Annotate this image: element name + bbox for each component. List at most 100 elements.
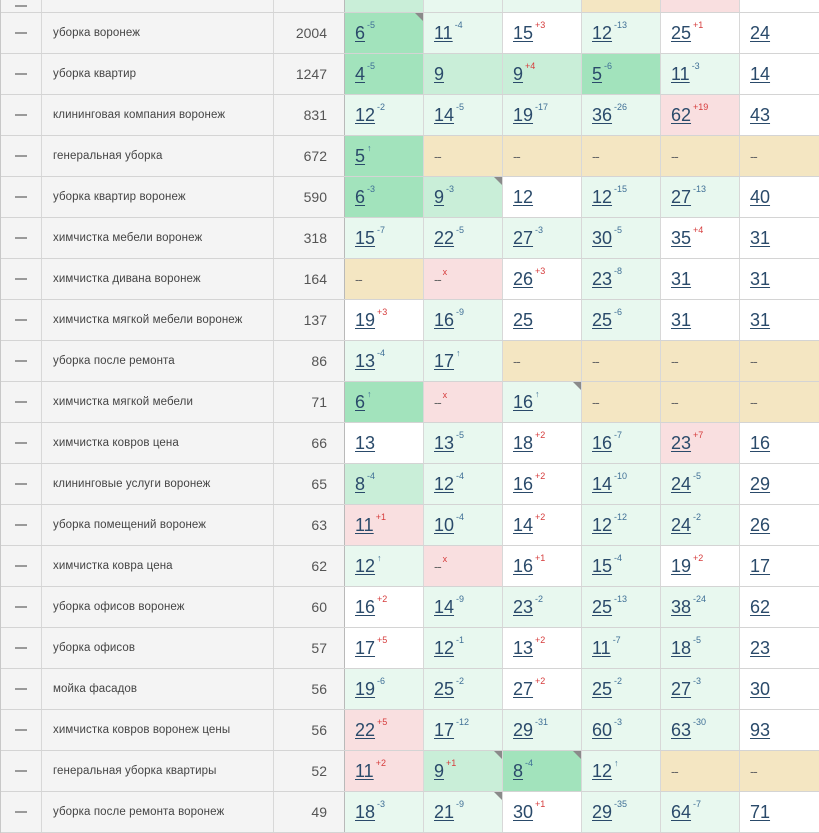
position-link[interactable]: 18 xyxy=(355,801,376,822)
position-link[interactable]: 19 xyxy=(671,555,692,576)
row-collapse-toggle[interactable] xyxy=(1,751,42,791)
position-link[interactable]: 11 xyxy=(671,63,690,84)
row-collapse-toggle[interactable] xyxy=(1,505,42,545)
position-link[interactable]: 35 xyxy=(671,227,692,248)
position-link[interactable]: 13 xyxy=(355,432,376,453)
position-link[interactable]: 30 xyxy=(592,227,613,248)
position-link[interactable]: 36 xyxy=(592,104,613,125)
position-link[interactable]: 43 xyxy=(750,104,771,125)
position-link[interactable]: 16 xyxy=(750,432,771,453)
row-collapse-toggle[interactable] xyxy=(1,300,42,340)
position-link[interactable]: 24 xyxy=(671,473,692,494)
position-link[interactable]: 40 xyxy=(750,186,771,207)
position-link[interactable]: 12 xyxy=(434,473,455,494)
position-link[interactable]: 16 xyxy=(513,555,534,576)
position-link[interactable]: 6 xyxy=(355,22,366,43)
row-collapse-toggle[interactable] xyxy=(1,669,42,709)
position-link[interactable]: 11 xyxy=(355,760,374,781)
position-link[interactable]: 26 xyxy=(513,268,534,289)
position-link[interactable]: 17 xyxy=(355,637,376,658)
position-link[interactable]: 18 xyxy=(671,637,692,658)
row-collapse-toggle[interactable] xyxy=(1,382,42,422)
position-link[interactable]: 62 xyxy=(750,596,771,617)
position-link[interactable]: 15 xyxy=(355,227,376,248)
position-link[interactable]: 27 xyxy=(671,678,692,699)
row-collapse-toggle[interactable] xyxy=(1,423,42,463)
position-link[interactable]: 10 xyxy=(434,514,455,535)
position-link[interactable]: 31 xyxy=(750,268,771,289)
position-link[interactable]: 30 xyxy=(513,801,534,822)
position-link[interactable]: 23 xyxy=(671,432,692,453)
row-collapse-toggle[interactable] xyxy=(1,95,42,135)
position-link[interactable]: 17 xyxy=(434,719,455,740)
position-link[interactable]: 29 xyxy=(750,473,771,494)
position-link[interactable]: 8 xyxy=(355,473,366,494)
position-link[interactable]: 16 xyxy=(434,309,455,330)
position-link[interactable]: 31 xyxy=(750,309,771,330)
position-link[interactable]: 25 xyxy=(592,678,613,699)
position-link[interactable]: 12 xyxy=(592,22,613,43)
position-link[interactable]: 21 xyxy=(434,801,455,822)
position-link[interactable]: 31 xyxy=(671,268,692,289)
position-link[interactable]: 6 xyxy=(355,391,366,412)
position-link[interactable]: 11 xyxy=(592,637,611,658)
position-link[interactable]: 12 xyxy=(355,555,376,576)
position-link[interactable]: 9 xyxy=(434,760,445,781)
position-link[interactable]: 24 xyxy=(750,22,771,43)
position-link[interactable]: 93 xyxy=(750,719,771,740)
position-link[interactable]: 16 xyxy=(592,432,613,453)
position-link[interactable]: 17 xyxy=(434,350,455,371)
row-collapse-toggle[interactable] xyxy=(1,218,42,258)
position-link[interactable]: 12 xyxy=(434,637,455,658)
position-link[interactable]: 19 xyxy=(513,104,534,125)
position-link[interactable]: 14 xyxy=(434,596,455,617)
position-link[interactable]: 63 xyxy=(671,719,692,740)
position-link[interactable]: 26 xyxy=(750,514,771,535)
row-collapse-toggle[interactable] xyxy=(1,546,42,586)
position-link[interactable]: 12 xyxy=(592,760,613,781)
position-link[interactable]: 9 xyxy=(513,63,524,84)
row-collapse-toggle[interactable] xyxy=(1,628,42,668)
position-link[interactable]: 22 xyxy=(355,719,376,740)
position-link[interactable]: 4 xyxy=(355,63,366,84)
position-link[interactable]: 25 xyxy=(434,678,455,699)
position-link[interactable]: 64 xyxy=(671,801,692,822)
row-collapse-toggle[interactable] xyxy=(1,54,42,94)
position-link[interactable]: 6 xyxy=(355,186,366,207)
position-link[interactable]: 30 xyxy=(750,678,771,699)
position-link[interactable]: 12 xyxy=(592,186,613,207)
row-collapse-toggle[interactable] xyxy=(1,341,42,381)
row-collapse-toggle[interactable] xyxy=(1,136,42,176)
position-link[interactable]: 27 xyxy=(513,678,534,699)
row-collapse-toggle[interactable] xyxy=(1,792,42,832)
position-link[interactable]: 9 xyxy=(434,63,445,84)
position-link[interactable]: 11 xyxy=(355,514,374,535)
position-link[interactable]: 5 xyxy=(592,63,603,84)
position-link[interactable]: 18 xyxy=(513,432,534,453)
position-link[interactable]: 12 xyxy=(513,186,534,207)
position-link[interactable]: 5 xyxy=(355,145,366,166)
position-link[interactable]: 13 xyxy=(434,432,455,453)
position-link[interactable]: 62 xyxy=(671,104,692,125)
position-link[interactable]: 23 xyxy=(592,268,613,289)
position-link[interactable]: 24 xyxy=(671,514,692,535)
position-link[interactable]: 17 xyxy=(750,555,771,576)
position-link[interactable]: 14 xyxy=(513,514,534,535)
position-link[interactable]: 14 xyxy=(592,473,613,494)
position-link[interactable]: 25 xyxy=(592,596,613,617)
position-link[interactable]: 14 xyxy=(434,104,455,125)
position-link[interactable]: 29 xyxy=(592,801,613,822)
position-link[interactable]: 19 xyxy=(355,678,376,699)
position-link[interactable]: 23 xyxy=(513,596,534,617)
position-link[interactable]: 15 xyxy=(513,22,534,43)
position-link[interactable]: 23 xyxy=(750,637,771,658)
position-link[interactable]: 12 xyxy=(355,104,376,125)
position-link[interactable]: 25 xyxy=(671,22,692,43)
row-collapse-toggle[interactable] xyxy=(1,464,42,504)
position-link[interactable]: 16 xyxy=(513,473,534,494)
position-link[interactable]: 27 xyxy=(513,227,534,248)
position-link[interactable]: 25 xyxy=(592,309,613,330)
position-link[interactable]: 8 xyxy=(513,760,524,781)
position-link[interactable]: 27 xyxy=(671,186,692,207)
position-link[interactable]: 31 xyxy=(671,309,692,330)
